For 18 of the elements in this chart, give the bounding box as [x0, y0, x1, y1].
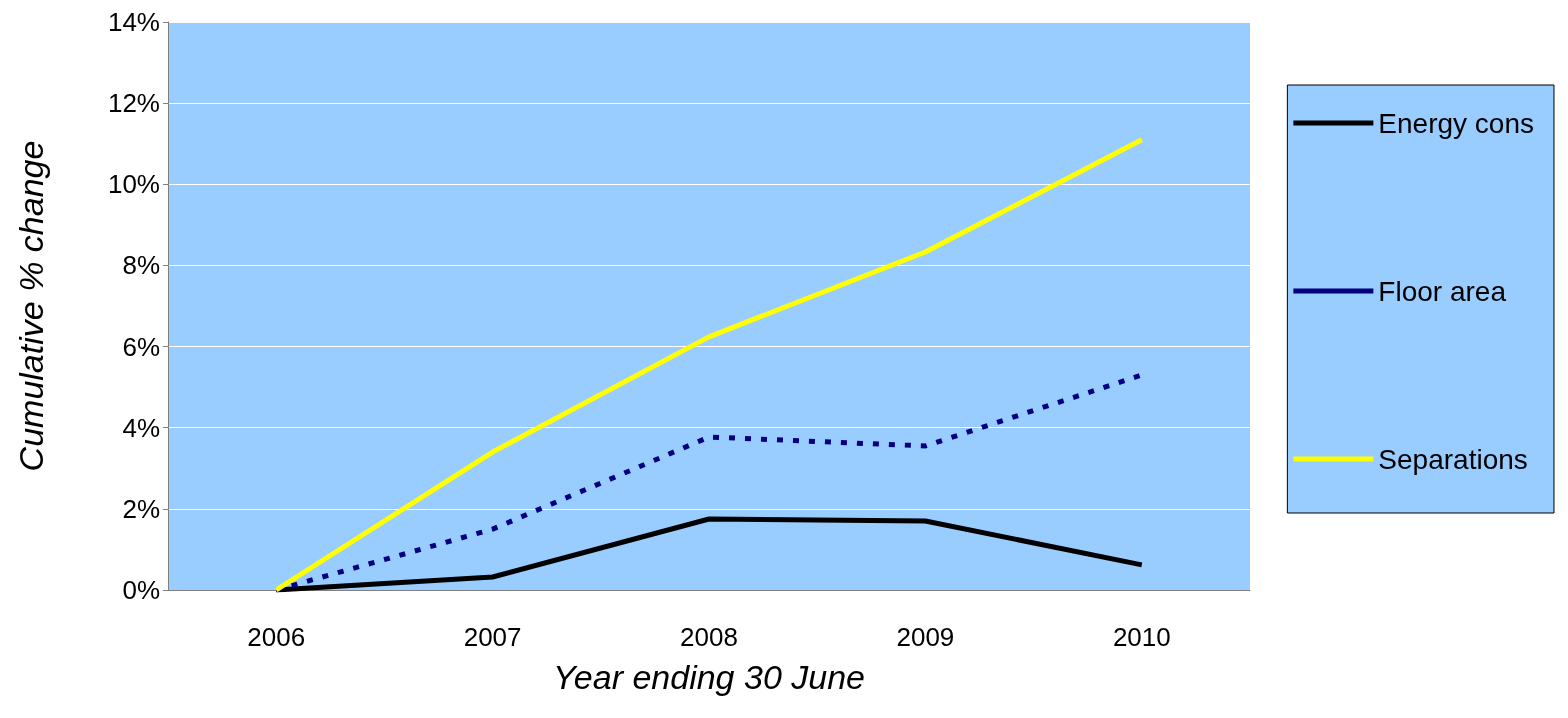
y-tick-label: 10%	[107, 169, 160, 200]
y-tick-label: 14%	[107, 7, 160, 37]
legend-label: Separations	[1378, 443, 1528, 475]
x-tick-label: 2007	[463, 622, 522, 652]
y-axis-title: Cumulative % change	[12, 140, 50, 472]
y-tick-label: 8%	[122, 250, 160, 281]
x-tick-label: 2006	[247, 622, 306, 652]
y-tick-label: 12%	[107, 88, 160, 119]
x-tick-label: 2008	[680, 622, 738, 652]
y-tick-label: 0%	[122, 575, 160, 605]
x-axis-title: Year ending 30 June	[553, 658, 865, 696]
x-tick-label: 2010	[1112, 622, 1171, 652]
y-tick-label: 6%	[122, 331, 160, 362]
legend-label: Floor area	[1378, 275, 1507, 307]
x-tick-label: 2009	[896, 622, 955, 652]
y-tick-label: 4%	[122, 412, 160, 443]
legend-label: Energy cons	[1378, 107, 1534, 139]
y-tick-label: 2%	[122, 493, 160, 524]
